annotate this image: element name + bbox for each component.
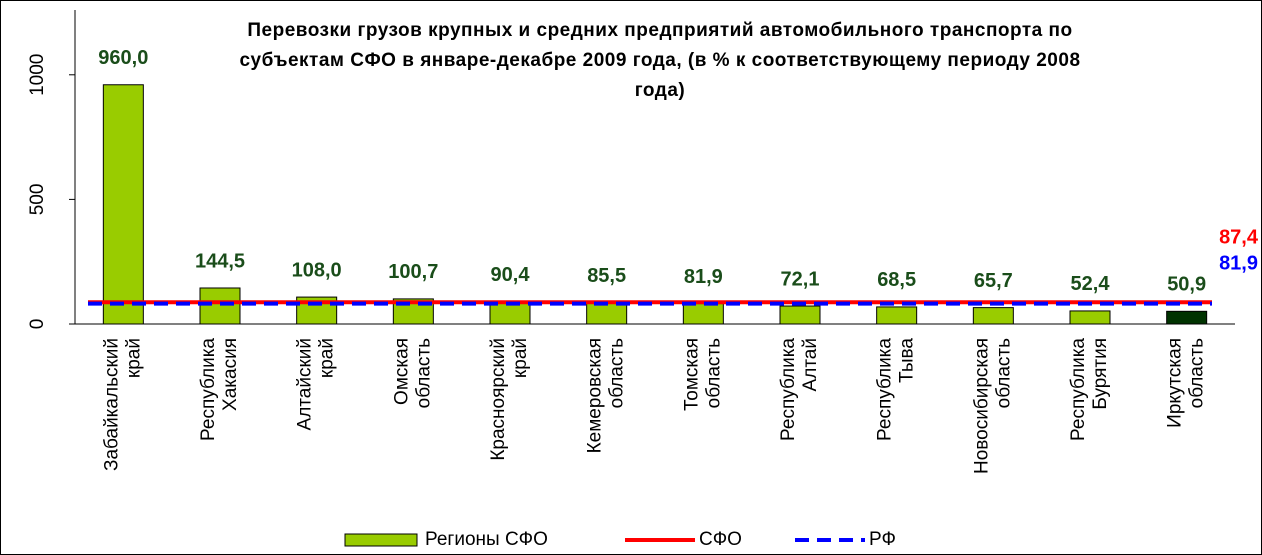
data-label: 72,1 <box>781 268 820 290</box>
bar <box>1069 310 1111 325</box>
x-tick-label: Забайкальскийкрай <box>101 338 144 471</box>
data-label: 81,9 <box>684 266 723 288</box>
bar <box>586 302 628 325</box>
x-tick-label: Новосибирскаяобласть <box>971 338 1014 474</box>
x-tick-label: Омскаяобласть <box>391 338 434 408</box>
bar <box>102 84 144 325</box>
chart-title: Перевозки грузов крупных и средних предп… <box>239 20 1081 101</box>
legend-swatch <box>344 533 418 547</box>
legend-label: Регионы СФО <box>425 529 548 550</box>
data-label: 90,4 <box>491 264 531 286</box>
data-label: 50,9 <box>1167 274 1206 296</box>
y-tick-label: 1000 <box>27 54 48 96</box>
data-label: 65,7 <box>974 270 1013 292</box>
reference-label: 81,9 <box>1219 252 1258 274</box>
y-tick-label: 500 <box>27 184 48 216</box>
data-label: 960,0 <box>98 47 148 69</box>
x-tick-label: Красноярскийкрай <box>488 338 531 461</box>
legend-label: СФО <box>699 529 742 550</box>
bar <box>1166 310 1208 325</box>
data-label: 100,7 <box>388 261 438 283</box>
x-tick-label: Алтайскийкрай <box>295 338 338 430</box>
x-tick-label: РеспубликаБурятия <box>1068 338 1111 441</box>
x-tick-label: Томскаяобласть <box>681 338 724 411</box>
reference-label: 87,4 <box>1219 226 1259 248</box>
x-tick-label: РеспубликаХакасия <box>198 338 241 441</box>
data-label: 144,5 <box>195 250 245 272</box>
data-label: 68,5 <box>877 269 916 291</box>
data-label: 85,5 <box>587 265 626 287</box>
data-label: 108,0 <box>292 259 342 281</box>
y-tick-label: 0 <box>27 319 48 330</box>
bar <box>199 287 241 325</box>
bar <box>972 307 1014 325</box>
data-label: 52,4 <box>1071 273 1111 295</box>
x-tick-label: Кемеровскаяобласть <box>585 338 628 453</box>
x-tick-label: РеспубликаАлтай <box>778 338 821 441</box>
bar <box>876 306 918 325</box>
x-tick-label: Иркутскаяобласть <box>1165 338 1208 428</box>
bar <box>779 305 821 325</box>
legend-label: РФ <box>869 529 896 550</box>
x-tick-label: РеспубликаТыва <box>875 338 918 441</box>
bar <box>682 303 724 325</box>
